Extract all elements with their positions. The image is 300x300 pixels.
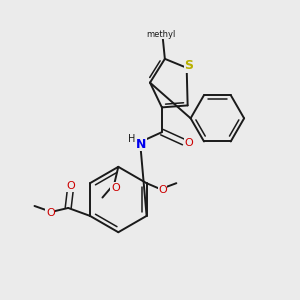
Text: N: N bbox=[136, 138, 146, 151]
Text: O: O bbox=[111, 183, 120, 193]
Text: O: O bbox=[46, 208, 55, 218]
Text: O: O bbox=[184, 138, 193, 148]
Text: H: H bbox=[128, 134, 136, 144]
Text: methyl: methyl bbox=[146, 30, 176, 39]
Text: O: O bbox=[67, 181, 76, 191]
Text: O: O bbox=[158, 185, 167, 195]
Text: S: S bbox=[184, 59, 193, 72]
